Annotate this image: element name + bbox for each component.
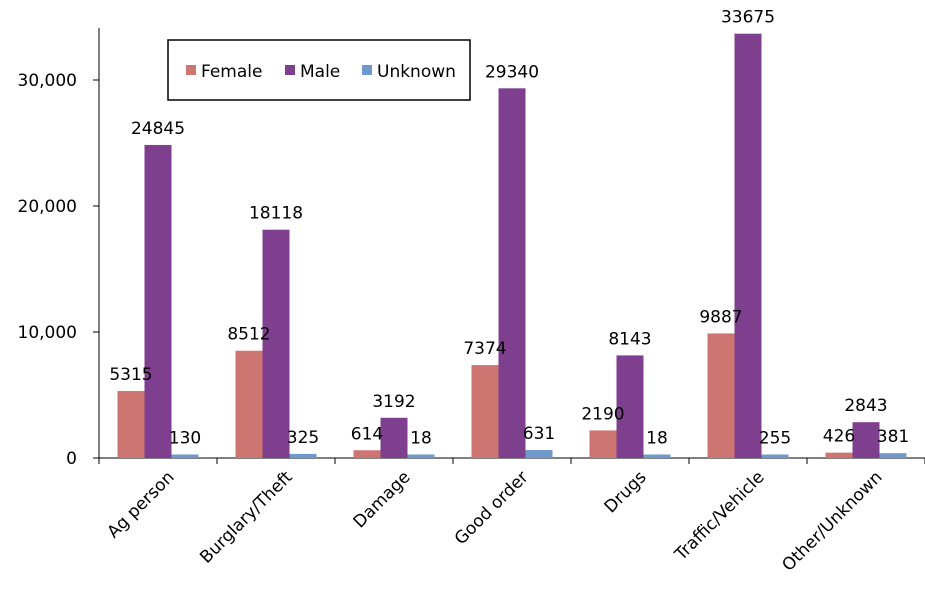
bar-female xyxy=(235,350,263,458)
x-category-label: Burglary/Theft xyxy=(196,467,297,568)
data-label: 130 xyxy=(169,429,201,449)
data-label: 29340 xyxy=(485,62,539,82)
bar-unknown xyxy=(525,450,553,458)
data-label: 3192 xyxy=(372,392,415,412)
y-tick-label: 30,000 xyxy=(18,71,77,91)
x-category-label: Drugs xyxy=(601,467,651,517)
legend-swatch-male xyxy=(285,65,295,75)
bar-unknown xyxy=(407,454,435,458)
bar-unknown xyxy=(289,453,317,458)
bar-female xyxy=(353,450,381,458)
bar-male xyxy=(144,144,172,458)
data-label: 9887 xyxy=(699,307,742,327)
data-label: 24845 xyxy=(131,119,185,139)
bar-male xyxy=(262,229,290,458)
bars xyxy=(117,33,907,458)
legend: Female Male Unknown xyxy=(167,39,471,101)
data-label: 381 xyxy=(877,427,909,447)
data-label: 614 xyxy=(351,424,383,444)
data-label: 631 xyxy=(523,424,555,444)
data-label: 2843 xyxy=(844,396,887,416)
bar-female xyxy=(707,333,735,458)
legend-box xyxy=(167,39,471,101)
x-category-label: Good order xyxy=(451,467,533,549)
y-tick-label: 0 xyxy=(66,449,77,469)
data-label: 2190 xyxy=(581,404,624,424)
x-category-label: Damage xyxy=(350,467,415,532)
bar-male xyxy=(616,355,644,458)
bar-unknown xyxy=(171,454,199,458)
data-label: 8512 xyxy=(227,325,270,345)
data-label: 33675 xyxy=(721,8,775,28)
bar-male xyxy=(734,33,762,458)
data-label: 18 xyxy=(646,429,668,449)
bar-unknown xyxy=(761,454,789,458)
legend-label-male: Male xyxy=(300,62,340,82)
data-label: 7374 xyxy=(463,339,506,359)
y-tick-label: 10,000 xyxy=(18,323,77,343)
bar-female xyxy=(589,430,617,458)
legend-label-female: Female xyxy=(201,62,262,82)
x-axis: Ag person Burglary/Theft Damage Good order D… xyxy=(98,457,925,576)
bar-male xyxy=(380,417,408,458)
data-label: 5315 xyxy=(109,365,152,385)
data-label: 426 xyxy=(823,427,855,447)
data-label: 255 xyxy=(759,429,791,449)
bar-unknown xyxy=(879,453,907,458)
bar-male xyxy=(498,88,526,458)
data-label: 18 xyxy=(410,429,432,449)
bar-female xyxy=(471,365,499,458)
data-label: 18118 xyxy=(249,204,303,224)
data-label: 325 xyxy=(287,428,319,448)
data-labels: 5315 8512 614 7374 2190 9887 426 24845 18118 3192… xyxy=(109,8,909,449)
y-axis: 0 10,000 20,000 30,000 xyxy=(18,28,100,469)
data-label: 8143 xyxy=(608,329,651,349)
legend-swatch-female xyxy=(186,65,196,75)
bar-female xyxy=(117,391,145,458)
bar-male xyxy=(852,422,880,458)
legend-label-unknown: Unknown xyxy=(377,62,456,82)
bar-female xyxy=(825,452,853,458)
x-category-label: Ag person xyxy=(104,467,179,542)
legend-swatch-unknown xyxy=(362,65,372,75)
y-tick-label: 20,000 xyxy=(18,197,77,217)
x-category-label: Other/Unknown xyxy=(778,467,886,575)
bar-unknown xyxy=(643,454,671,458)
x-category-label: Traffic/Vehicle xyxy=(671,467,769,565)
